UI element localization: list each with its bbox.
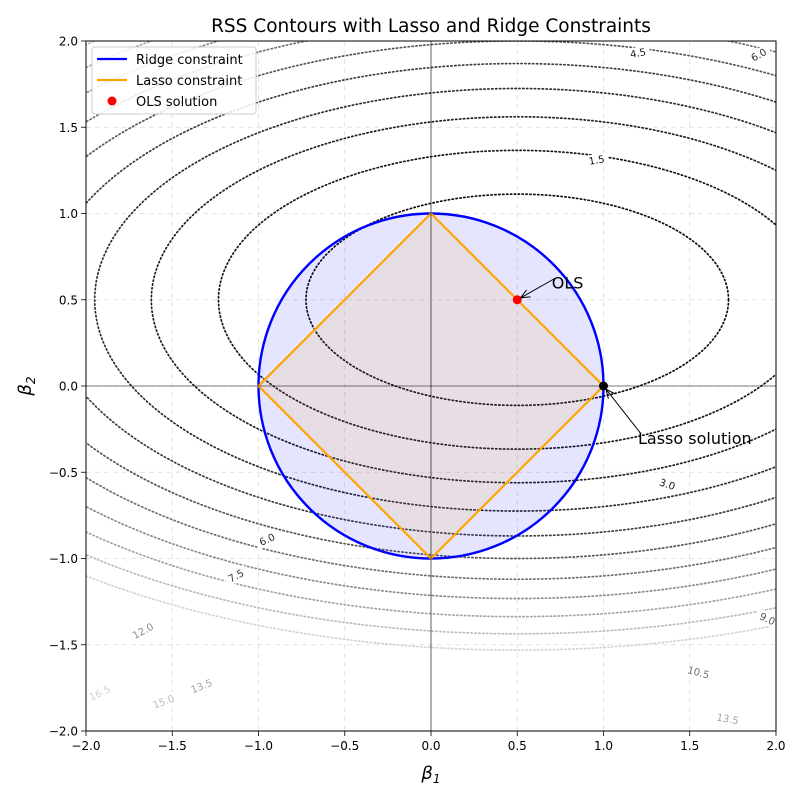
y-tick-label: 0.5 (59, 293, 78, 307)
rss-contour-ellipse (86, 41, 776, 580)
y-tick-label: −0.5 (49, 466, 78, 480)
contour-label: 1.5 (588, 154, 606, 168)
x-tick-label: 1.5 (680, 739, 699, 753)
contour-label-bg (150, 691, 177, 712)
y-tick-label: −1.0 (49, 552, 78, 566)
y-tick-label: 1.5 (59, 121, 78, 135)
contour-label-bg (222, 564, 250, 587)
contour-label-bg (714, 710, 741, 727)
y-tick-label: −2.0 (49, 725, 78, 739)
contour-label-bg (753, 608, 781, 630)
annotation-arrow-head (519, 289, 531, 299)
rss-contour-ellipse (305, 193, 730, 407)
axis-ticks: −2.0 −1.5 −1.0 −0.5 0.0 0.5 1.0 1.5 2.0 −2.0 −1.5 −… (49, 35, 786, 754)
contour-label-bg (685, 663, 712, 682)
annotation-label: Lasso solution (638, 429, 752, 448)
rss-contours (86, 41, 776, 651)
annotations: OLS Lasso solution (519, 274, 752, 448)
rss-contour-ellipse (150, 115, 776, 484)
solution-points (512, 295, 608, 391)
x-tick-label: −0.5 (330, 739, 359, 753)
x-tick-label: −1.5 (158, 739, 187, 753)
chart-title: RSS Contours with Lasso and Ridge Constr… (211, 16, 651, 37)
rss-contour-ellipse (86, 574, 776, 651)
y-tick-label: 2.0 (59, 35, 78, 49)
legend-ridge-label: Ridge constraint (136, 53, 243, 68)
contour-label-bg (86, 682, 114, 704)
contour-label: 10.5 (686, 665, 710, 681)
contour-label: 13.5 (716, 713, 740, 728)
legend-ols-swatch (107, 96, 117, 106)
contour-label-bg (583, 152, 610, 169)
rss-contour-ellipse (86, 41, 776, 635)
x-tick-label: 2.0 (766, 739, 785, 753)
x-tick-label: 1.0 (594, 739, 613, 753)
x-axis-label-base: β (420, 763, 433, 784)
y-axis-label-subscript: 2 (24, 376, 38, 384)
y-tick-label: 0.0 (59, 380, 78, 394)
x-tick-label: −1.0 (244, 739, 273, 753)
contour-label: 13.5 (190, 678, 215, 697)
x-axis-label-subscript: 1 (433, 772, 441, 786)
contour-label-bg (253, 529, 281, 551)
contour-label-bg (129, 620, 157, 642)
contour-label: 3.0 (658, 478, 677, 493)
contour-label: 16.5 (88, 684, 113, 703)
x-tick-label: −2.0 (71, 739, 100, 753)
annotation-arrow-shaft (605, 388, 642, 435)
contour-label-bg (188, 676, 215, 697)
legend-box (91, 46, 257, 115)
y-tick-label: −1.5 (49, 638, 78, 652)
rss-contour-ellipse (86, 41, 776, 600)
x-tick-label: 0.5 (508, 739, 527, 753)
rss-contour-ellipse (86, 62, 776, 537)
ols-solution-point (512, 295, 522, 305)
contour-label-bg (625, 45, 651, 62)
contour-label: 4.5 (629, 47, 647, 61)
x-tick-label: 0.0 (421, 739, 440, 753)
annotation-label: OLS (552, 274, 584, 293)
zero-axis-lines (86, 41, 776, 731)
annotation-arrow-shaft (520, 278, 555, 299)
contour-label-bg (654, 474, 681, 494)
legend-lasso-label: Lasso constraint (136, 74, 242, 89)
legend: Ridge constraint Lasso constraint OLS so… (91, 46, 257, 115)
lasso-solution-point (599, 381, 608, 391)
y-axis-label: β2 (15, 376, 38, 396)
legend-ols-label: OLS solution (136, 95, 217, 110)
rss-contour-ellipse (93, 87, 776, 512)
contour-label: 12.0 (131, 622, 156, 642)
x-axis-label: β1 (420, 763, 440, 786)
y-tick-label: 1.0 (59, 207, 78, 221)
rss-contour-ellipse (86, 41, 776, 618)
y-axis-label-base: β (15, 384, 36, 397)
annotation-arrow-head (605, 388, 615, 399)
contour-label-bg (745, 43, 773, 66)
rss-contour-ellipse (217, 149, 776, 450)
